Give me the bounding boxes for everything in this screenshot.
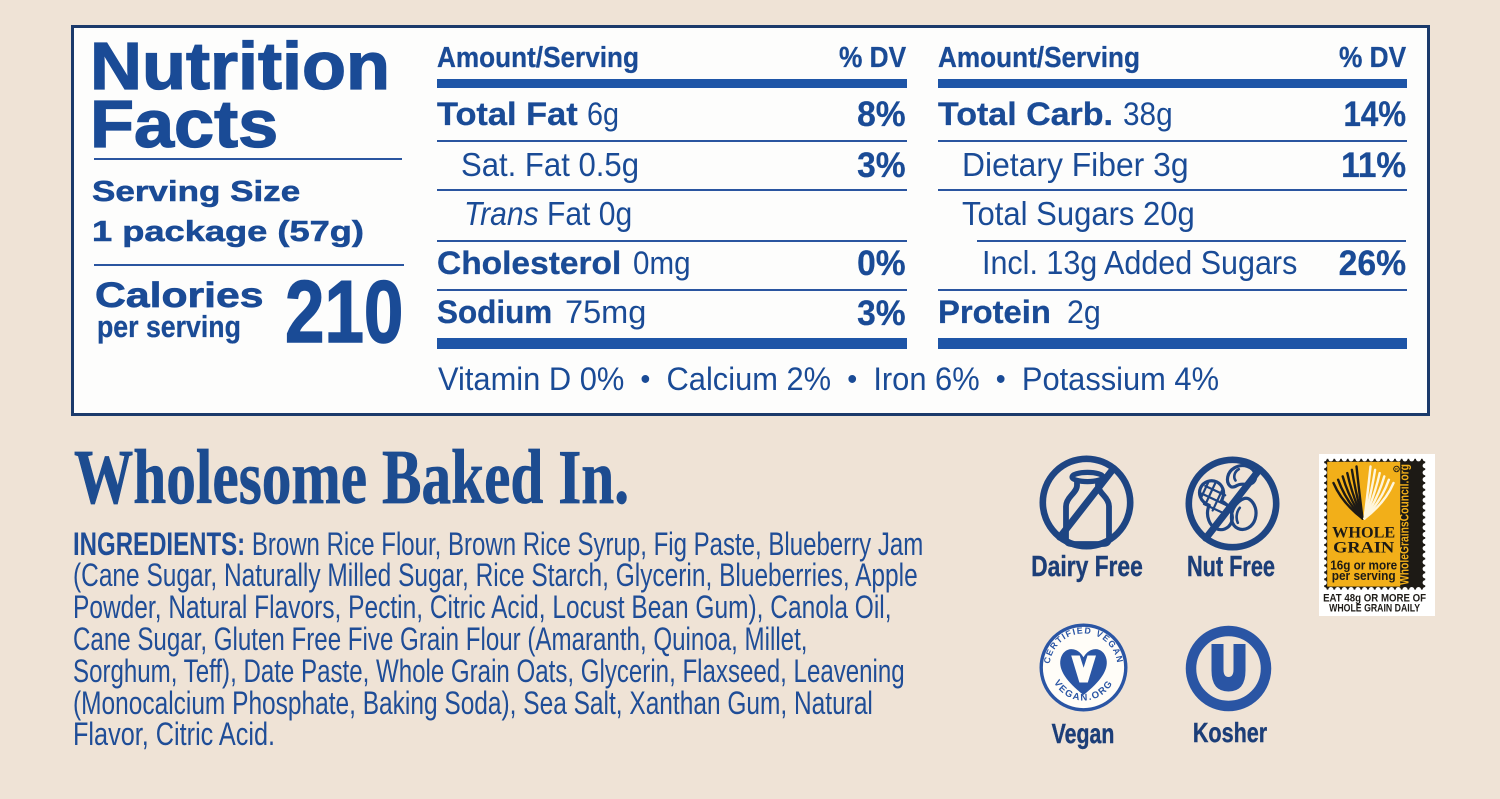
svg-text:R: R — [1395, 467, 1398, 472]
svg-text:per serving: per serving — [1332, 568, 1396, 583]
svg-text:WHOLE: WHOLE — [1332, 525, 1395, 542]
svg-text:GRAIN: GRAIN — [1333, 539, 1394, 556]
svg-text:WholeGrainsCouncil.org: WholeGrainsCouncil.org — [1397, 464, 1412, 585]
svg-text:EAT 48g OR MORE OF: EAT 48g OR MORE OF — [1323, 593, 1426, 605]
svg-text:WHOLE GRAIN DAILY: WHOLE GRAIN DAILY — [1329, 602, 1421, 614]
svg-text:16g or more: 16g or more — [1330, 557, 1397, 572]
